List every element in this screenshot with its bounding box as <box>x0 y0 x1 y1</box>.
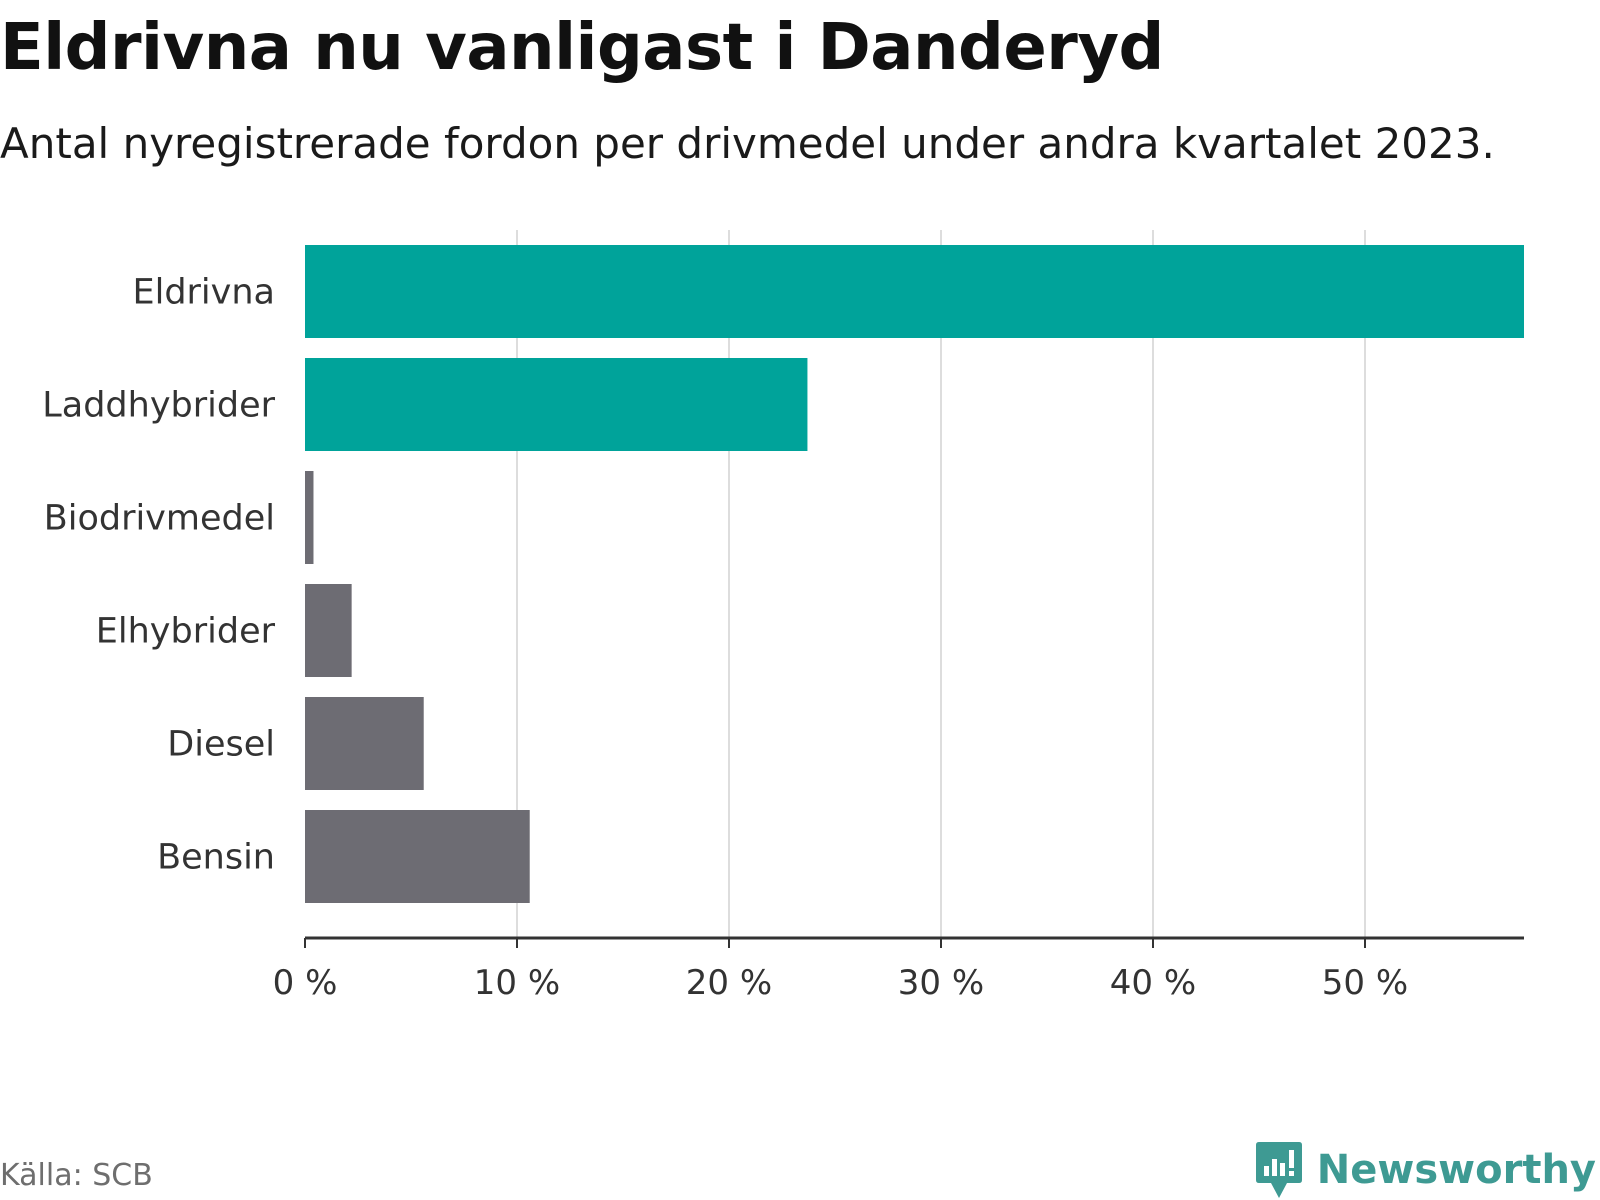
x-tick-label: 20 % <box>686 963 772 1003</box>
brand-name: Newsworthy <box>1316 1147 1596 1193</box>
category-label: Elhybrider <box>96 612 276 652</box>
category-label: Eldrivna <box>132 273 275 313</box>
x-tick-label: 30 % <box>898 963 984 1003</box>
source-note: Källa: SCB <box>0 1158 153 1193</box>
chart-subtitle: Antal nyregistrerade fordon per drivmede… <box>0 119 1495 168</box>
bar-diesel <box>305 697 424 790</box>
x-tick-label: 40 % <box>1110 963 1196 1003</box>
x-tick-label: 50 % <box>1322 963 1408 1003</box>
x-tick-label: 10 % <box>474 963 560 1003</box>
category-labels: Eldrivna Laddhybrider Biodrivmedel Elhybrid… <box>42 273 275 878</box>
bar-eldrivna <box>305 245 1524 338</box>
bar-chart: Eldrivna Laddhybrider Biodrivmedel Elhybrid… <box>42 230 1524 1003</box>
bar-laddhybrider <box>305 358 808 451</box>
chart-title: Eldrivna nu vanligast i Danderyd <box>0 11 1164 85</box>
newsworthy-logo-icon <box>1255 1142 1302 1198</box>
bar-biodrivmedel <box>305 471 314 564</box>
category-label: Laddhybrider <box>42 386 275 426</box>
bar-bensin <box>305 810 530 903</box>
x-tick-label: 0 % <box>273 963 338 1003</box>
x-axis: 0 % 10 % 20 % 30 % 40 % 50 % <box>273 936 1524 1003</box>
category-label: Biodrivmedel <box>44 499 275 539</box>
bar-elhybrider <box>305 584 352 677</box>
category-label: Bensin <box>157 838 275 878</box>
brand-logo: Newsworthy <box>1255 1140 1596 1200</box>
category-label: Diesel <box>167 725 275 765</box>
bars <box>305 245 1524 903</box>
